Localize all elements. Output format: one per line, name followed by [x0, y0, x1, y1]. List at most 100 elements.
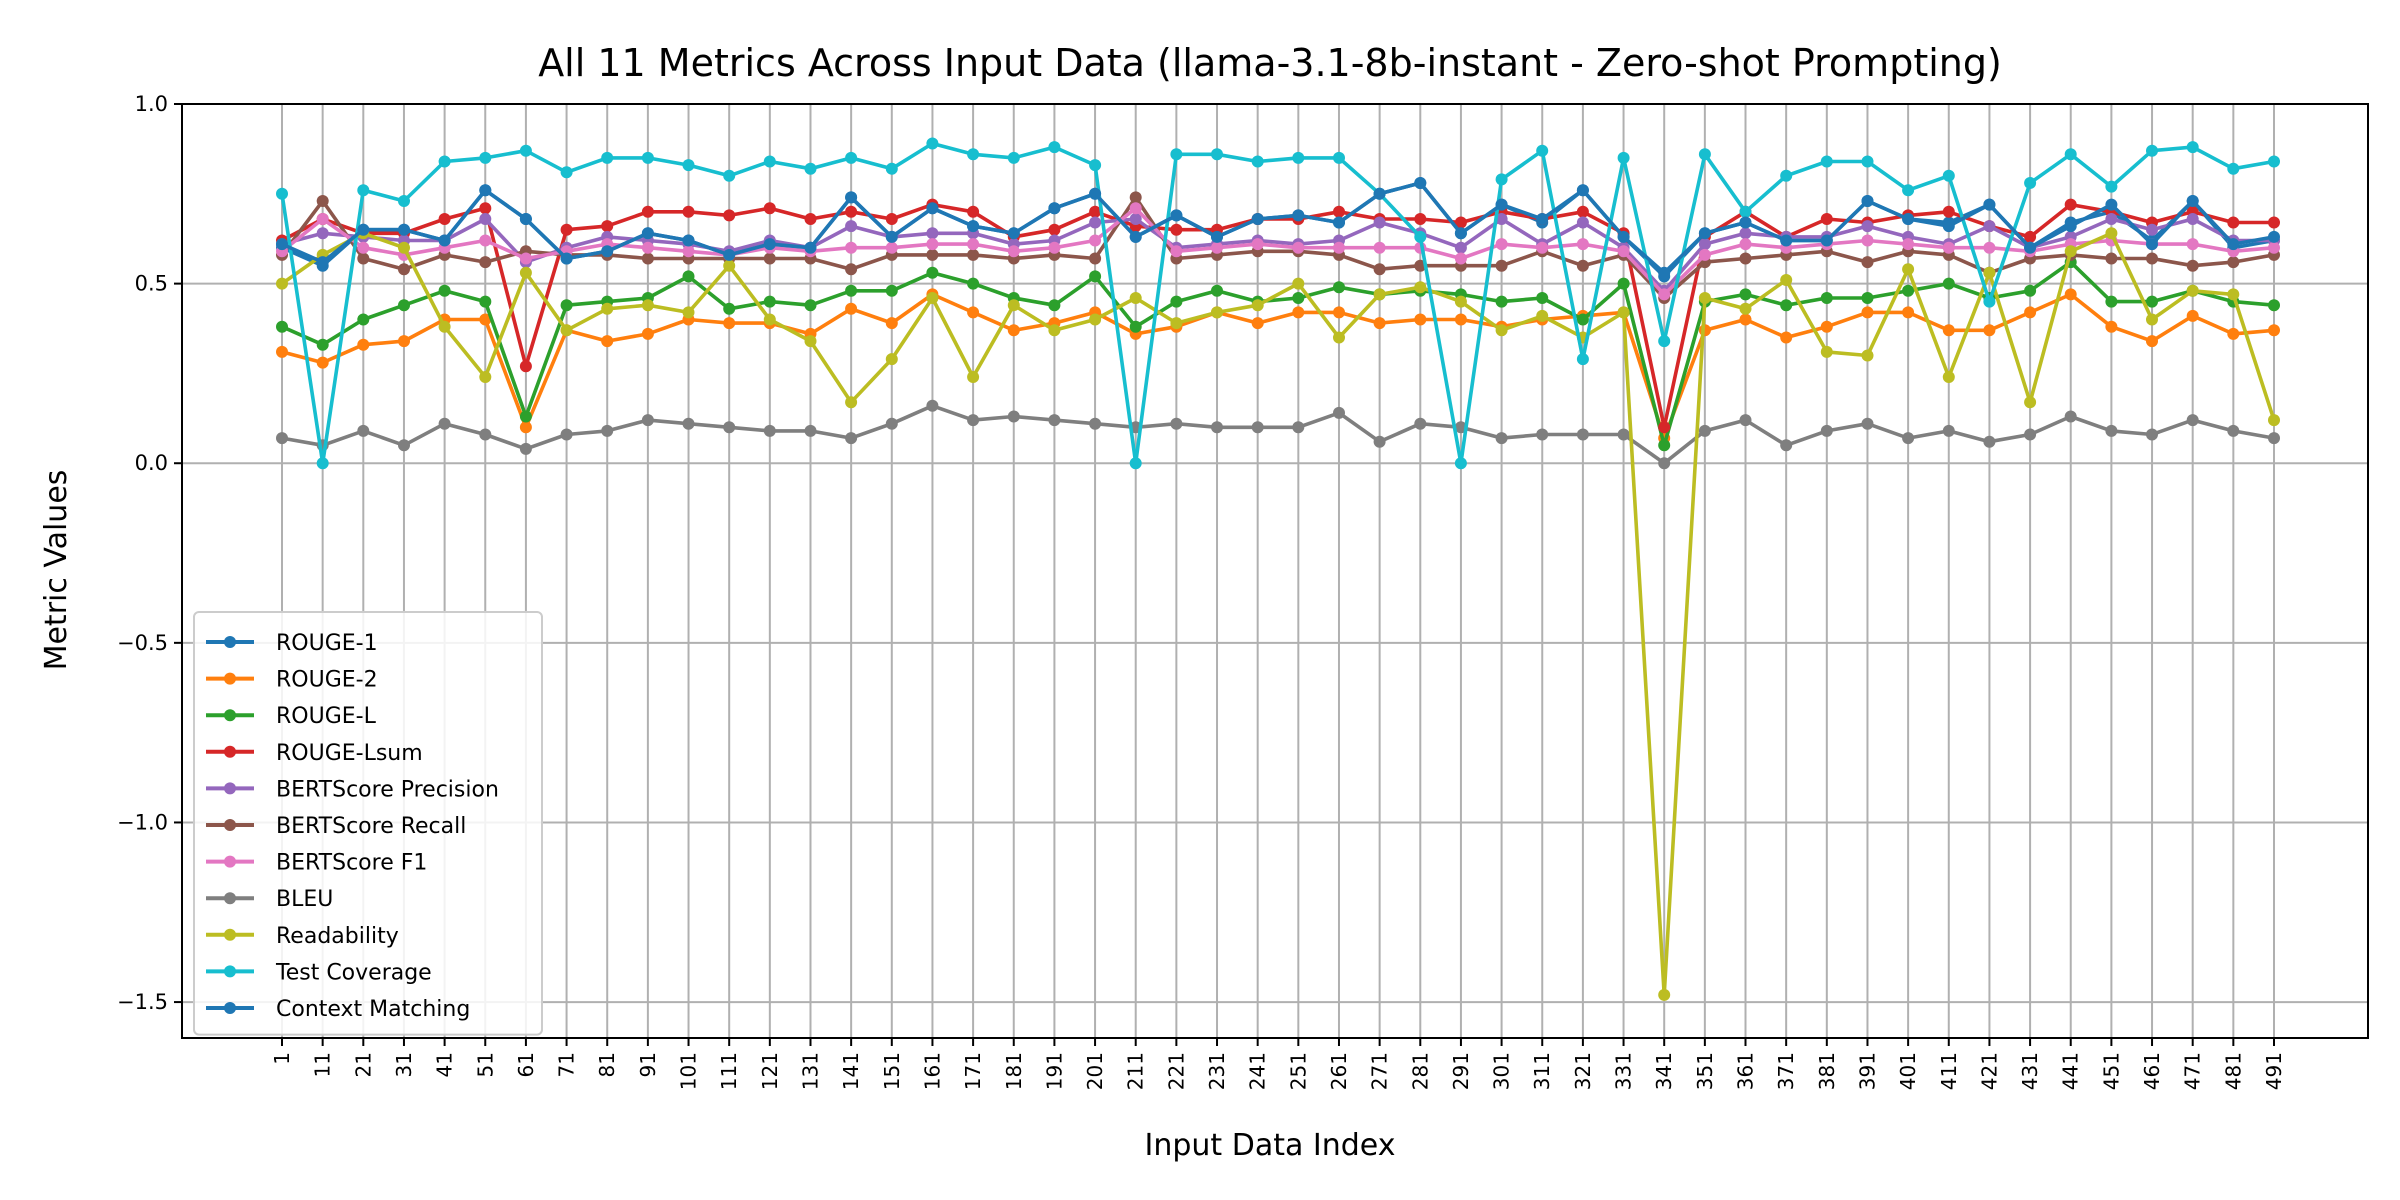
data-point — [682, 234, 695, 247]
data-point — [357, 424, 370, 437]
data-point — [1089, 159, 1102, 172]
x-axis-label: Input Data Index — [1145, 1128, 1396, 1163]
data-point — [316, 256, 329, 269]
data-point — [1780, 331, 1793, 344]
data-point — [1658, 457, 1671, 470]
data-point — [2064, 148, 2077, 161]
data-point — [2024, 230, 2037, 243]
x-tick-label: 111 — [717, 1052, 741, 1090]
data-point — [2146, 252, 2158, 265]
data-point — [1333, 406, 1345, 419]
legend-label: Readability — [276, 924, 399, 949]
data-point — [1861, 256, 1874, 269]
x-tick-label: 151 — [880, 1052, 904, 1090]
data-point — [1942, 241, 1955, 254]
data-point — [1942, 169, 1955, 182]
data-point — [845, 396, 858, 409]
data-point — [1333, 331, 1345, 344]
x-tick-label: 431 — [2018, 1052, 2042, 1090]
data-point — [479, 151, 492, 164]
data-point — [1820, 292, 1833, 304]
data-point — [1089, 270, 1102, 283]
data-point — [1739, 302, 1752, 315]
data-point — [1576, 353, 1589, 366]
data-point — [1333, 241, 1345, 254]
data-point — [2024, 177, 2037, 189]
x-tick-label: 91 — [636, 1052, 660, 1077]
data-point — [1658, 421, 1671, 434]
data-point — [1576, 313, 1589, 326]
x-tick-label: 161 — [920, 1052, 944, 1090]
data-point — [438, 234, 451, 247]
series-line — [280, 231, 2276, 997]
data-point — [357, 338, 370, 351]
data-point — [1089, 187, 1102, 200]
data-point — [641, 205, 654, 218]
y-tick-label: 0.0 — [135, 451, 168, 475]
data-point — [601, 220, 614, 233]
data-point — [1576, 216, 1589, 229]
data-point — [316, 457, 329, 470]
data-point — [1942, 424, 1955, 437]
data-point — [1617, 306, 1630, 319]
data-point — [2064, 410, 2077, 423]
data-point — [1089, 216, 1102, 229]
data-point — [641, 241, 654, 254]
data-point — [519, 360, 532, 373]
data-point — [845, 432, 858, 445]
legend-label: Test Coverage — [275, 960, 432, 985]
data-point — [1942, 371, 1955, 383]
data-point — [1373, 216, 1386, 229]
legend-label: ROUGE-Lsum — [276, 741, 423, 766]
data-point — [845, 302, 858, 315]
x-tick-label: 241 — [1246, 1052, 1270, 1090]
data-point — [1780, 234, 1793, 247]
data-point — [2186, 195, 2199, 207]
data-point — [1414, 213, 1427, 225]
data-point — [2186, 141, 2199, 154]
data-point — [1170, 223, 1183, 236]
data-point — [1089, 417, 1102, 430]
series-readability — [276, 227, 2280, 1001]
data-point — [1292, 421, 1305, 434]
data-point — [2064, 245, 2077, 258]
data-point — [763, 424, 776, 437]
data-point — [2186, 284, 2199, 297]
x-tick-label: 121 — [758, 1052, 782, 1090]
data-point — [682, 205, 695, 218]
data-point — [1129, 457, 1142, 470]
data-point — [1129, 213, 1142, 225]
data-point — [1861, 349, 1874, 362]
series-line — [280, 195, 2276, 300]
series-line — [280, 217, 2276, 293]
data-point — [1048, 324, 1061, 337]
data-point — [926, 238, 939, 251]
legend-item: Context Matching — [206, 997, 470, 1022]
data-point — [1454, 241, 1467, 254]
data-point — [763, 295, 776, 308]
data-point — [1251, 155, 1264, 168]
data-point — [641, 151, 654, 164]
data-point — [2186, 259, 2199, 272]
legend-swatch-marker — [224, 819, 236, 831]
x-tick-label: 181 — [1002, 1052, 1026, 1090]
legend-item: Test Coverage — [206, 960, 432, 985]
data-point — [2105, 180, 2118, 193]
data-point — [1780, 439, 1793, 452]
data-point — [438, 284, 451, 297]
data-point — [276, 187, 288, 200]
data-point — [2105, 213, 2118, 225]
data-point — [1902, 238, 1915, 251]
data-point — [1454, 216, 1467, 229]
x-axis-ticks: 1 11 21 31 41 51 61 71 81 91 101 111 121 131 141 151 161… — [270, 1038, 2286, 1090]
data-point — [1211, 421, 1223, 434]
data-point — [1373, 317, 1386, 330]
data-point — [967, 148, 980, 161]
data-point — [1495, 213, 1508, 225]
legend-item: ROUGE-1 — [206, 631, 378, 656]
data-point — [1698, 248, 1711, 261]
data-point — [1007, 151, 1020, 164]
data-point — [723, 317, 736, 330]
data-point — [1942, 324, 1955, 337]
x-tick-label: 1 — [270, 1052, 294, 1065]
